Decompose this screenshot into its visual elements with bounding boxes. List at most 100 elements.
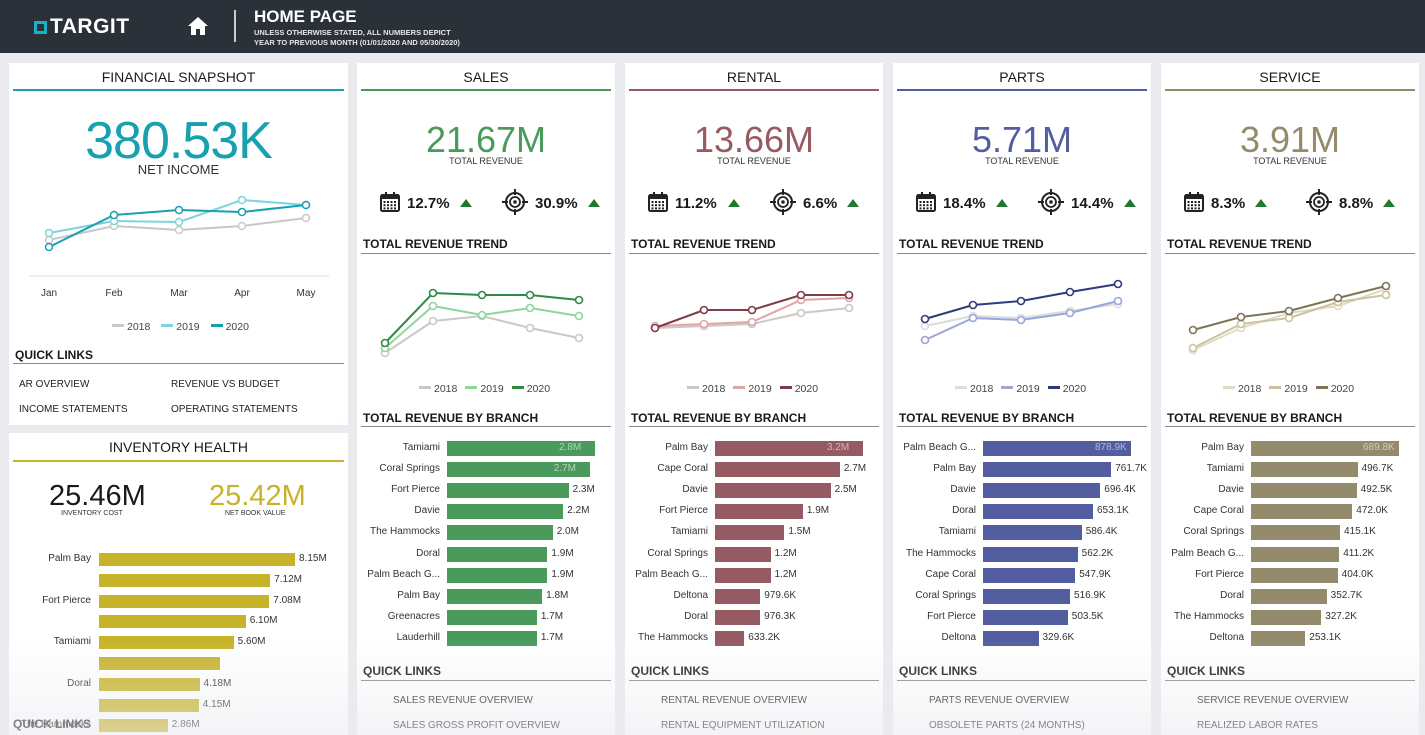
inventory-bar[interactable] [99, 677, 200, 691]
branch-bar[interactable] [1251, 525, 1341, 541]
branch-bar[interactable] [983, 525, 1082, 541]
branch-bar[interactable] [447, 504, 564, 520]
branch-bar[interactable] [447, 441, 595, 456]
branch-bar[interactable] [715, 525, 785, 541]
branch-bar[interactable] [1251, 483, 1357, 499]
branch-bar[interactable] [983, 609, 1068, 625]
legend-2018: 2018 [127, 321, 151, 333]
branch-bar[interactable] [715, 630, 745, 646]
branch-bar[interactable] [715, 609, 761, 625]
branch-bar[interactable] [1251, 441, 1399, 456]
kpi-vs-budget: 14.4% [1038, 189, 1148, 215]
home-icon[interactable] [187, 16, 209, 36]
inventory-bar[interactable] [99, 719, 168, 733]
inventory-bar[interactable] [99, 594, 270, 608]
quick-link-2[interactable]: RENTAL EQUIPMENT UTILIZATION [661, 720, 825, 731]
branch-bar[interactable] [715, 567, 771, 583]
branch-value: 503.5K [1071, 610, 1104, 622]
branch-bar[interactable] [715, 441, 863, 456]
quick-link-1[interactable]: RENTAL REVENUE OVERVIEW [661, 695, 807, 706]
inventory-bar[interactable] [99, 698, 199, 712]
series-2019-point [1188, 343, 1198, 353]
branch-value: 689.8K [1363, 442, 1395, 453]
series-2019-point [920, 335, 930, 345]
inventory-bar[interactable] [99, 615, 246, 629]
quick-link-2[interactable]: REALIZED LABOR RATES [1197, 720, 1318, 731]
branch-bar[interactable] [983, 588, 1071, 604]
branch-bar[interactable] [715, 504, 803, 520]
branch-bar[interactable] [715, 546, 771, 562]
series-2018-point [574, 333, 584, 343]
x-tick-label: May [296, 288, 316, 299]
series-2020-point [1236, 312, 1246, 322]
branch-bar[interactable] [1251, 546, 1340, 562]
calendar-icon [648, 192, 668, 212]
branch-bar[interactable] [983, 567, 1076, 583]
quick-link-2[interactable]: SALES GROSS PROFIT OVERVIEW [393, 720, 560, 731]
link-operating-statements[interactable]: OPERATING STATEMENTS [171, 404, 298, 415]
branch-bar[interactable] [983, 483, 1101, 499]
calendar-icon [380, 192, 400, 212]
branch-label: Tamiami [938, 526, 976, 538]
branch-bar[interactable] [447, 630, 537, 646]
inventory-bar[interactable] [99, 573, 271, 587]
branch-bar[interactable] [715, 462, 840, 478]
branch-bar[interactable] [1251, 630, 1306, 646]
inventory-bar[interactable] [99, 636, 234, 650]
branch-bar[interactable] [983, 441, 1131, 456]
branch-value: 633.2K [748, 631, 780, 643]
branch-bar[interactable] [447, 588, 543, 604]
branch-bar[interactable] [447, 525, 553, 541]
branch-bar[interactable] [983, 630, 1039, 646]
link-income-statements[interactable]: INCOME STATEMENTS [19, 404, 128, 415]
up-arrow-icon [588, 199, 600, 207]
branch-label: Doral [416, 547, 440, 559]
quick-link-2[interactable]: OBSOLETE PARTS (24 MONTHS) [929, 720, 1085, 731]
branch-bar[interactable] [715, 588, 761, 604]
branch-value: 472.0K [1356, 505, 1388, 517]
quick-link-1[interactable]: PARTS REVENUE OVERVIEW [929, 695, 1070, 706]
branch-bar[interactable] [983, 462, 1112, 478]
branch-bar[interactable] [447, 546, 548, 562]
branch-value: 3.2M [827, 442, 850, 453]
branch-bar[interactable] [1251, 567, 1338, 583]
branch-bar[interactable] [1251, 462, 1358, 478]
inventory-bar[interactable] [99, 657, 221, 670]
legend-swatch [1315, 386, 1328, 389]
branch-bar[interactable] [447, 609, 537, 625]
branch-value: 2.7M [553, 463, 576, 475]
branch-bar[interactable] [447, 567, 548, 583]
branch-bar[interactable] [715, 483, 831, 499]
branch-value: 1.8M [546, 589, 569, 601]
link-revenue-vs-budget[interactable]: REVENUE VS BUDGET [171, 379, 280, 390]
legend-swatch [511, 386, 524, 389]
header-divider [234, 10, 236, 42]
legend-2018: 2018 [702, 383, 726, 395]
branch-label: Tamiami [1206, 463, 1244, 475]
targit-logo[interactable]: TARGIT [34, 15, 130, 39]
up-arrow-icon [1255, 199, 1267, 207]
calendar-icon [916, 192, 936, 212]
branch-value: 547.9K [1079, 568, 1111, 580]
quick-links-title: QUICK LINKS [15, 348, 93, 362]
branch-bar[interactable] [1251, 609, 1322, 625]
branch-value: 404.0K [1341, 568, 1374, 580]
branch-bar[interactable] [983, 504, 1093, 520]
chart-legend: 2018 2019 2020 [947, 383, 1086, 395]
total-revenue-label: TOTAL REVENUE [449, 156, 523, 166]
link-ar-overview[interactable]: AR OVERVIEW [19, 379, 90, 390]
inventory-bar[interactable] [99, 553, 295, 566]
legend-swatch [465, 386, 478, 389]
branch-value: 2.3M [572, 484, 595, 496]
series-2018-point [844, 303, 854, 313]
quick-link-1[interactable]: SERVICE REVENUE OVERVIEW [1197, 695, 1349, 706]
section-rule [1165, 426, 1415, 427]
branch-bar[interactable] [983, 546, 1078, 562]
branch-bar[interactable] [447, 462, 590, 478]
branch-label: Fort Pierce [391, 484, 440, 496]
branch-bar[interactable] [1251, 588, 1327, 604]
branch-bar[interactable] [1251, 504, 1353, 520]
branch-bar[interactable] [447, 483, 569, 499]
kpi-vs-budget: 6.6% [770, 189, 880, 215]
quick-link-1[interactable]: SALES REVENUE OVERVIEW [393, 695, 533, 706]
